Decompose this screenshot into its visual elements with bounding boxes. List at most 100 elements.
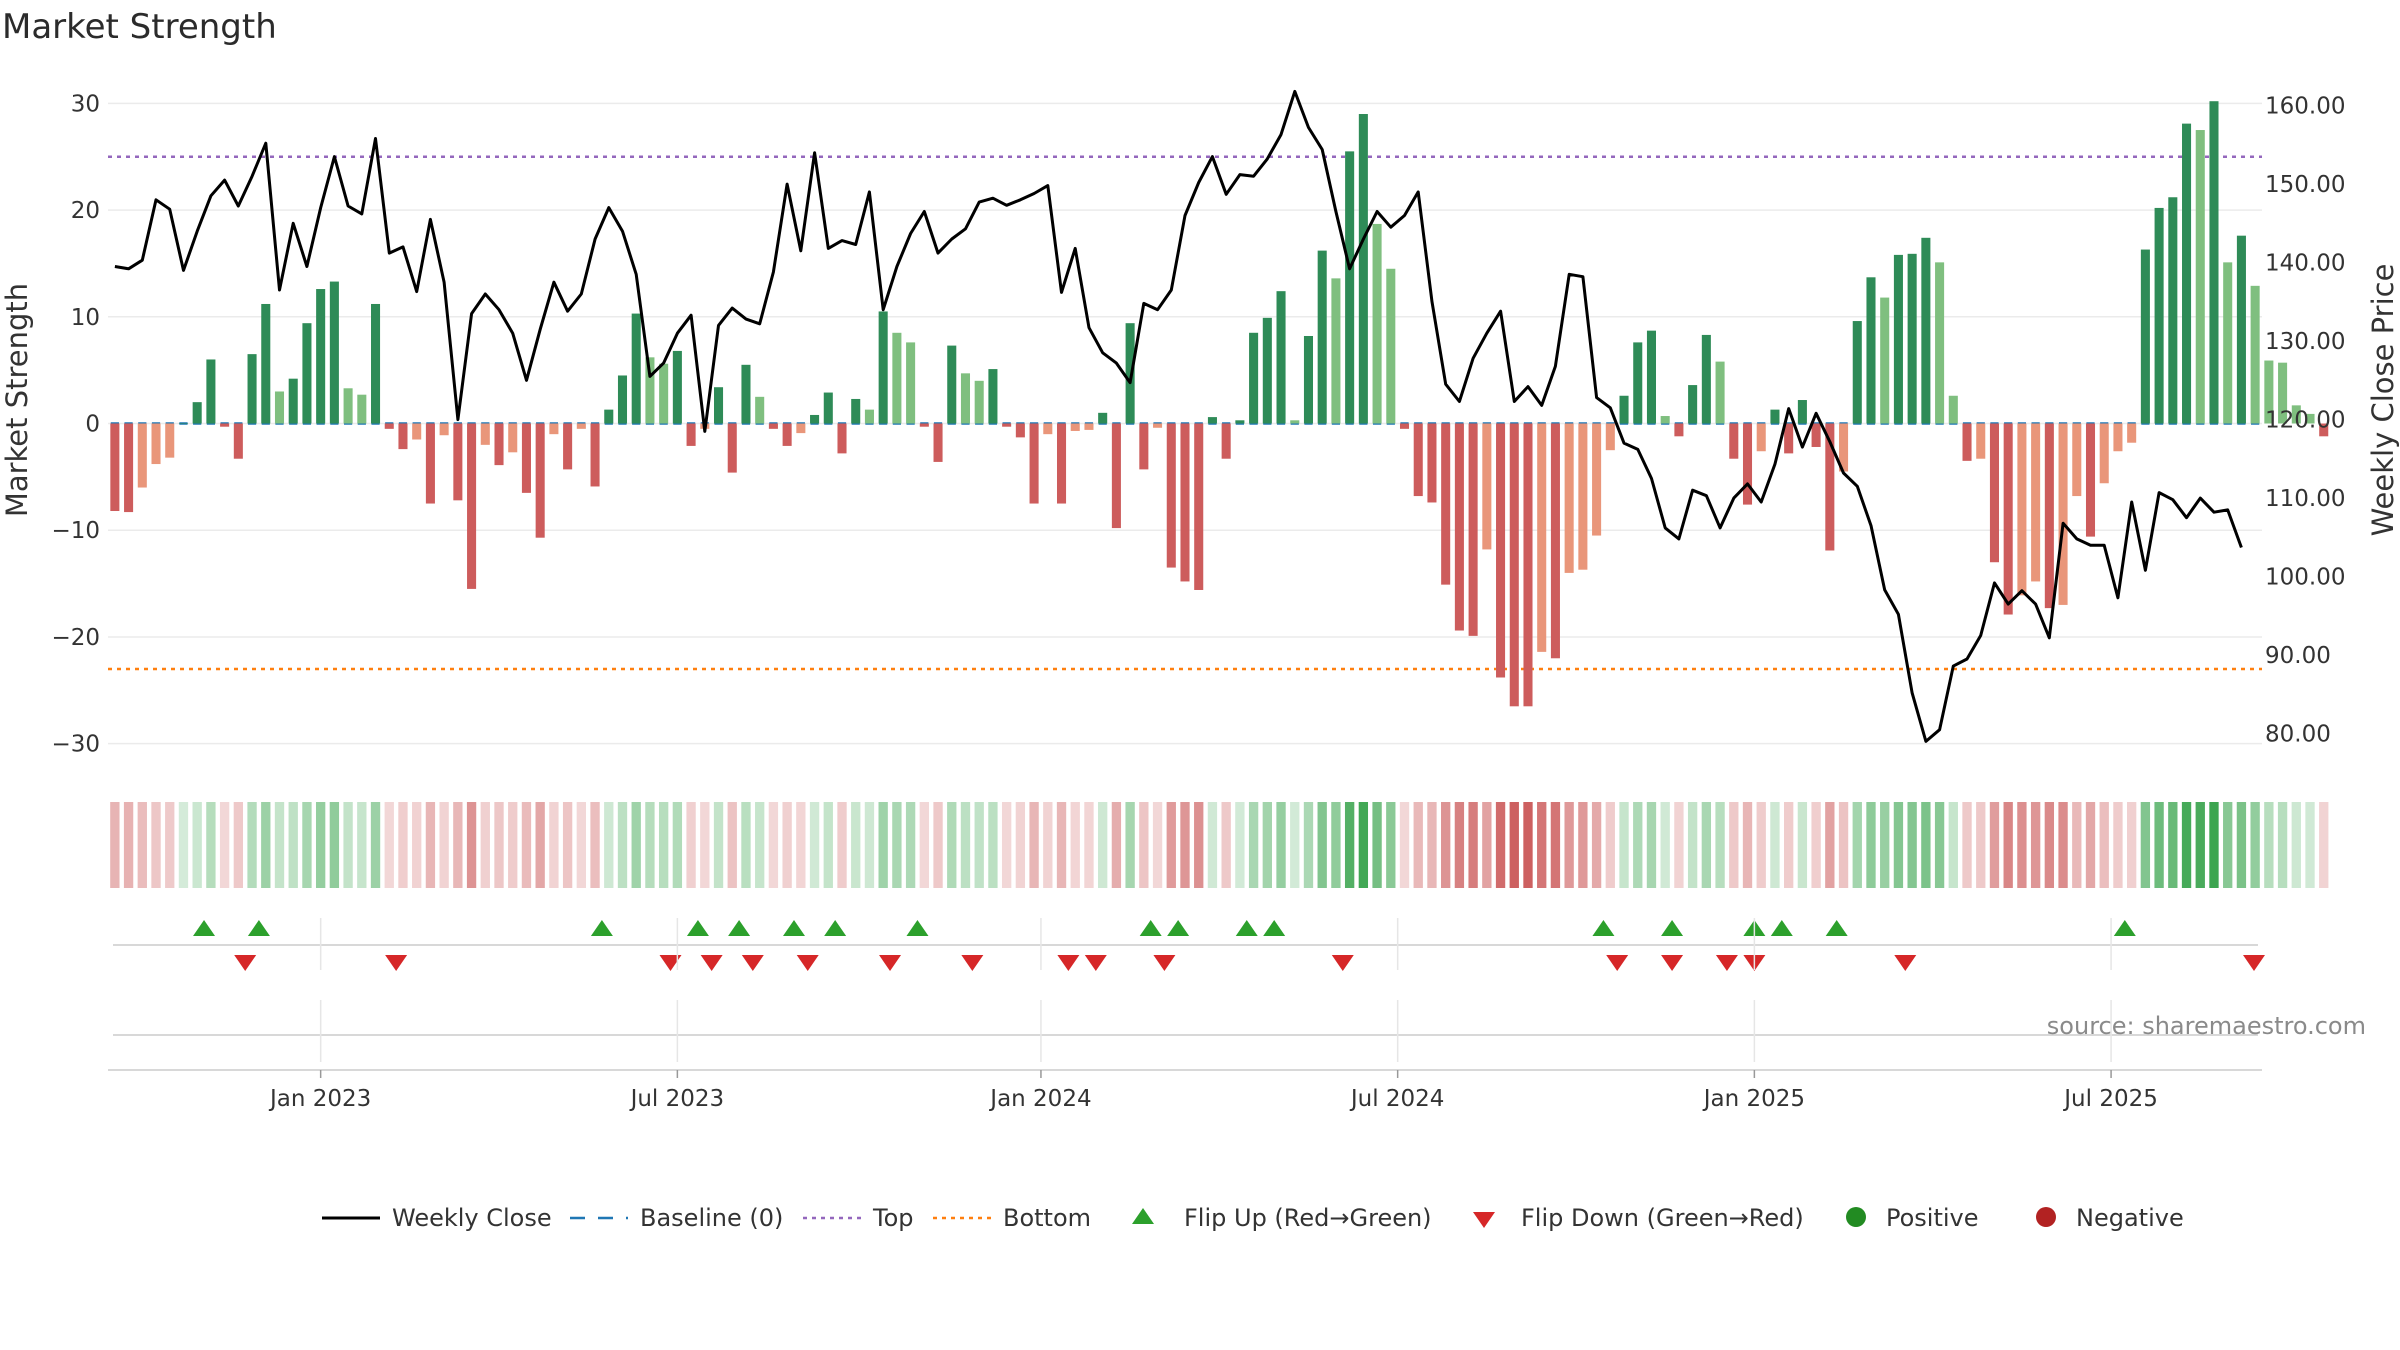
- heat-cell: [1221, 802, 1231, 888]
- heat-cell: [823, 802, 833, 888]
- y2-axis-ticks: 160.00 150.00 140.00 130.00 120.00 110.00 100.…: [2265, 94, 2345, 748]
- strength-bar: [1358, 114, 1368, 424]
- y2-tick-label: 100.00: [2265, 565, 2345, 591]
- heat-cell: [1386, 802, 1396, 888]
- strength-bar: [947, 345, 957, 424]
- flip-up-marker: [1167, 920, 1190, 936]
- legend-symbol: [2036, 1207, 2056, 1227]
- heat-cell: [1468, 802, 1478, 888]
- strength-bar: [535, 423, 545, 538]
- heat-cell: [2319, 802, 2329, 888]
- strength-bar: [1729, 423, 1739, 459]
- strength-bar: [672, 350, 682, 424]
- heat-cell: [1262, 802, 1272, 888]
- strength-bar: [755, 396, 765, 424]
- heat-cell: [1194, 802, 1204, 888]
- strength-bar: [2127, 423, 2137, 443]
- strength-bar: [837, 423, 847, 454]
- strength-bar: [1180, 423, 1190, 582]
- strength-bar: [1976, 423, 1986, 459]
- strength-bar: [165, 423, 175, 458]
- heat-cell: [1207, 802, 1218, 888]
- x-tick-label: Jul 2023: [629, 1086, 725, 1112]
- flip-down-marker: [741, 955, 764, 971]
- heat-cell: [1509, 802, 1519, 888]
- heat-cell: [1441, 802, 1451, 888]
- strength-bar: [1331, 278, 1341, 424]
- heat-cell: [315, 802, 326, 888]
- strength-bar: [1496, 423, 1506, 678]
- heat-cell: [165, 802, 175, 888]
- flip-up-marker: [824, 920, 847, 936]
- flip-up-marker: [590, 920, 613, 936]
- heat-cell: [1701, 802, 1712, 888]
- x-tick-label: Jul 2024: [1349, 1086, 1445, 1112]
- heat-cell: [233, 802, 244, 888]
- heat-cell: [1619, 802, 1629, 888]
- flip-up-marker: [1263, 920, 1286, 936]
- legend-label: Flip Down (Green→Red): [1521, 1204, 1804, 1232]
- strength-bar: [2058, 423, 2068, 605]
- heat-cell: [2236, 802, 2247, 888]
- flip-up-marker: [247, 920, 270, 936]
- heat-cell: [178, 802, 189, 888]
- heat-cell: [1098, 802, 1108, 888]
- strength-bar: [2236, 235, 2246, 424]
- heat-cell: [686, 802, 696, 888]
- heat-cell: [370, 802, 381, 888]
- heat-cell: [1001, 802, 1012, 888]
- strength-bar: [1619, 395, 1629, 424]
- strength-bar: [2250, 285, 2260, 424]
- y2-tick-label: 130.00: [2265, 329, 2345, 355]
- strength-bar: [1207, 417, 1217, 424]
- heat-cell: [1907, 802, 1917, 888]
- heat-cell: [905, 802, 916, 888]
- strength-bar: [288, 378, 298, 424]
- strength-bar: [617, 375, 628, 424]
- heat-cell: [2140, 802, 2151, 888]
- legend-label: Negative: [2076, 1204, 2184, 1232]
- strength-bar: [247, 354, 257, 424]
- x-tick-label: Jul 2025: [2062, 1086, 2158, 1112]
- heat-cell: [2291, 802, 2301, 888]
- heat-cell: [1550, 802, 1561, 888]
- heat-cell: [645, 802, 655, 888]
- heat-cell: [1674, 802, 1684, 888]
- strength-bar: [1098, 412, 1108, 424]
- heat-cell: [809, 802, 820, 888]
- strength-bar: [124, 423, 134, 513]
- strength-bar: [1701, 334, 1711, 424]
- strength-bar: [1002, 423, 1012, 427]
- strength-bar: [2168, 197, 2178, 424]
- strength-bar: [2099, 423, 2109, 484]
- strength-bar: [796, 423, 806, 434]
- strength-bar: [2305, 413, 2315, 424]
- strength-bar: [878, 311, 888, 424]
- heat-cell: [1111, 802, 1122, 888]
- y-axis-label: Market Strength: [0, 283, 34, 517]
- strength-bar: [1880, 297, 1890, 424]
- heat-cell: [1139, 802, 1149, 888]
- heat-cell: [1852, 802, 1862, 888]
- heat-cell: [439, 802, 449, 888]
- strength-bar: [1194, 423, 1204, 590]
- strength-bar: [2031, 423, 2041, 582]
- heat-cell: [1344, 802, 1355, 888]
- strength-bar: [1592, 423, 1602, 536]
- strength-bar: [1825, 423, 1835, 551]
- heat-cell: [1687, 802, 1698, 888]
- strength-bar: [1537, 423, 1547, 652]
- heat-cell: [2044, 802, 2055, 888]
- heat-cell: [2305, 802, 2315, 888]
- strength-bar: [2085, 423, 2096, 537]
- flip-down-marker: [2243, 955, 2265, 971]
- strength-bar: [1084, 423, 1094, 430]
- strength-bar: [1317, 250, 1327, 424]
- strength-bar: [2140, 249, 2150, 424]
- heat-cell: [2058, 802, 2068, 888]
- strength-bar: [2072, 423, 2082, 497]
- heat-cell: [1043, 802, 1053, 888]
- heat-cell: [2209, 802, 2219, 888]
- y-axis-ticks: 30 20 10 0 −10 −20 −30: [51, 91, 100, 757]
- strength-bar: [1907, 253, 1917, 424]
